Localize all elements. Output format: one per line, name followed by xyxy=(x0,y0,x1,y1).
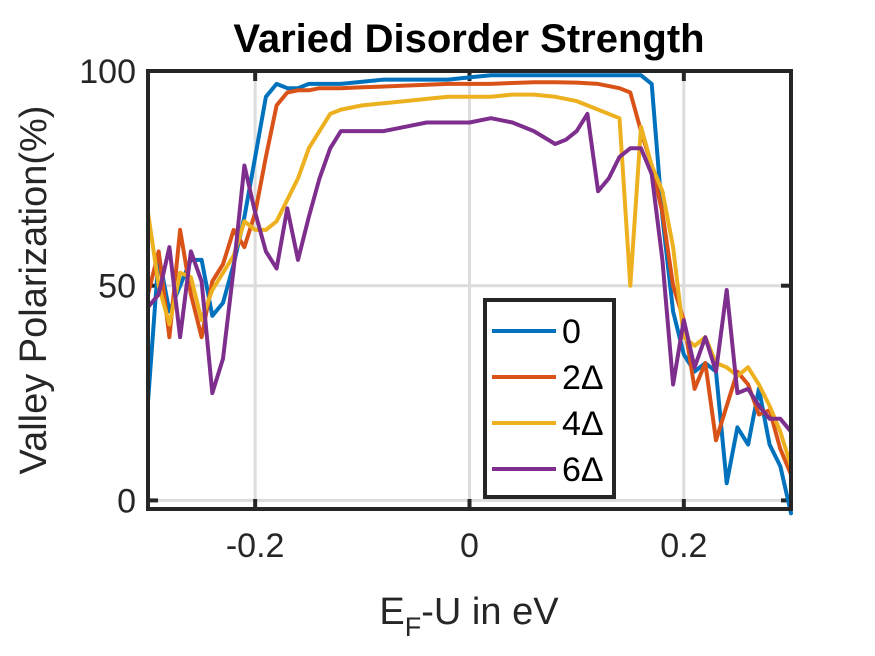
x-axis-label-main: E xyxy=(379,591,404,633)
x-tick-label: 0.2 xyxy=(660,527,707,565)
y-tick-label: 50 xyxy=(98,268,136,306)
x-tick-label: 0 xyxy=(460,527,479,565)
legend-label-2: 4Δ xyxy=(562,405,604,443)
tick-labels: -0.2 0 0.2 0 50 100 xyxy=(79,53,707,565)
y-tick-label: 0 xyxy=(117,482,136,520)
chart-title: Varied Disorder Strength xyxy=(233,17,704,61)
series-line-1 xyxy=(146,80,793,477)
x-axis-label-subscript: F xyxy=(405,612,422,642)
legend-label-1: 2Δ xyxy=(562,359,604,397)
plot-frame xyxy=(146,69,793,511)
legend-label-0: 0 xyxy=(562,313,581,351)
x-axis-label: EF-U in eV xyxy=(379,591,559,642)
series-line-3 xyxy=(146,111,793,434)
x-tick-label: -0.2 xyxy=(226,527,285,565)
legend-label-3: 6Δ xyxy=(562,451,604,489)
legend: 0 2Δ 4Δ 6Δ xyxy=(483,298,616,499)
series-line-0 xyxy=(146,73,793,516)
y-axis-label: Valley Polarization(%) xyxy=(13,106,55,475)
series-lines xyxy=(146,73,793,516)
x-axis-label-rest: -U in eV xyxy=(421,591,559,633)
y-tick-label: 100 xyxy=(79,53,136,91)
